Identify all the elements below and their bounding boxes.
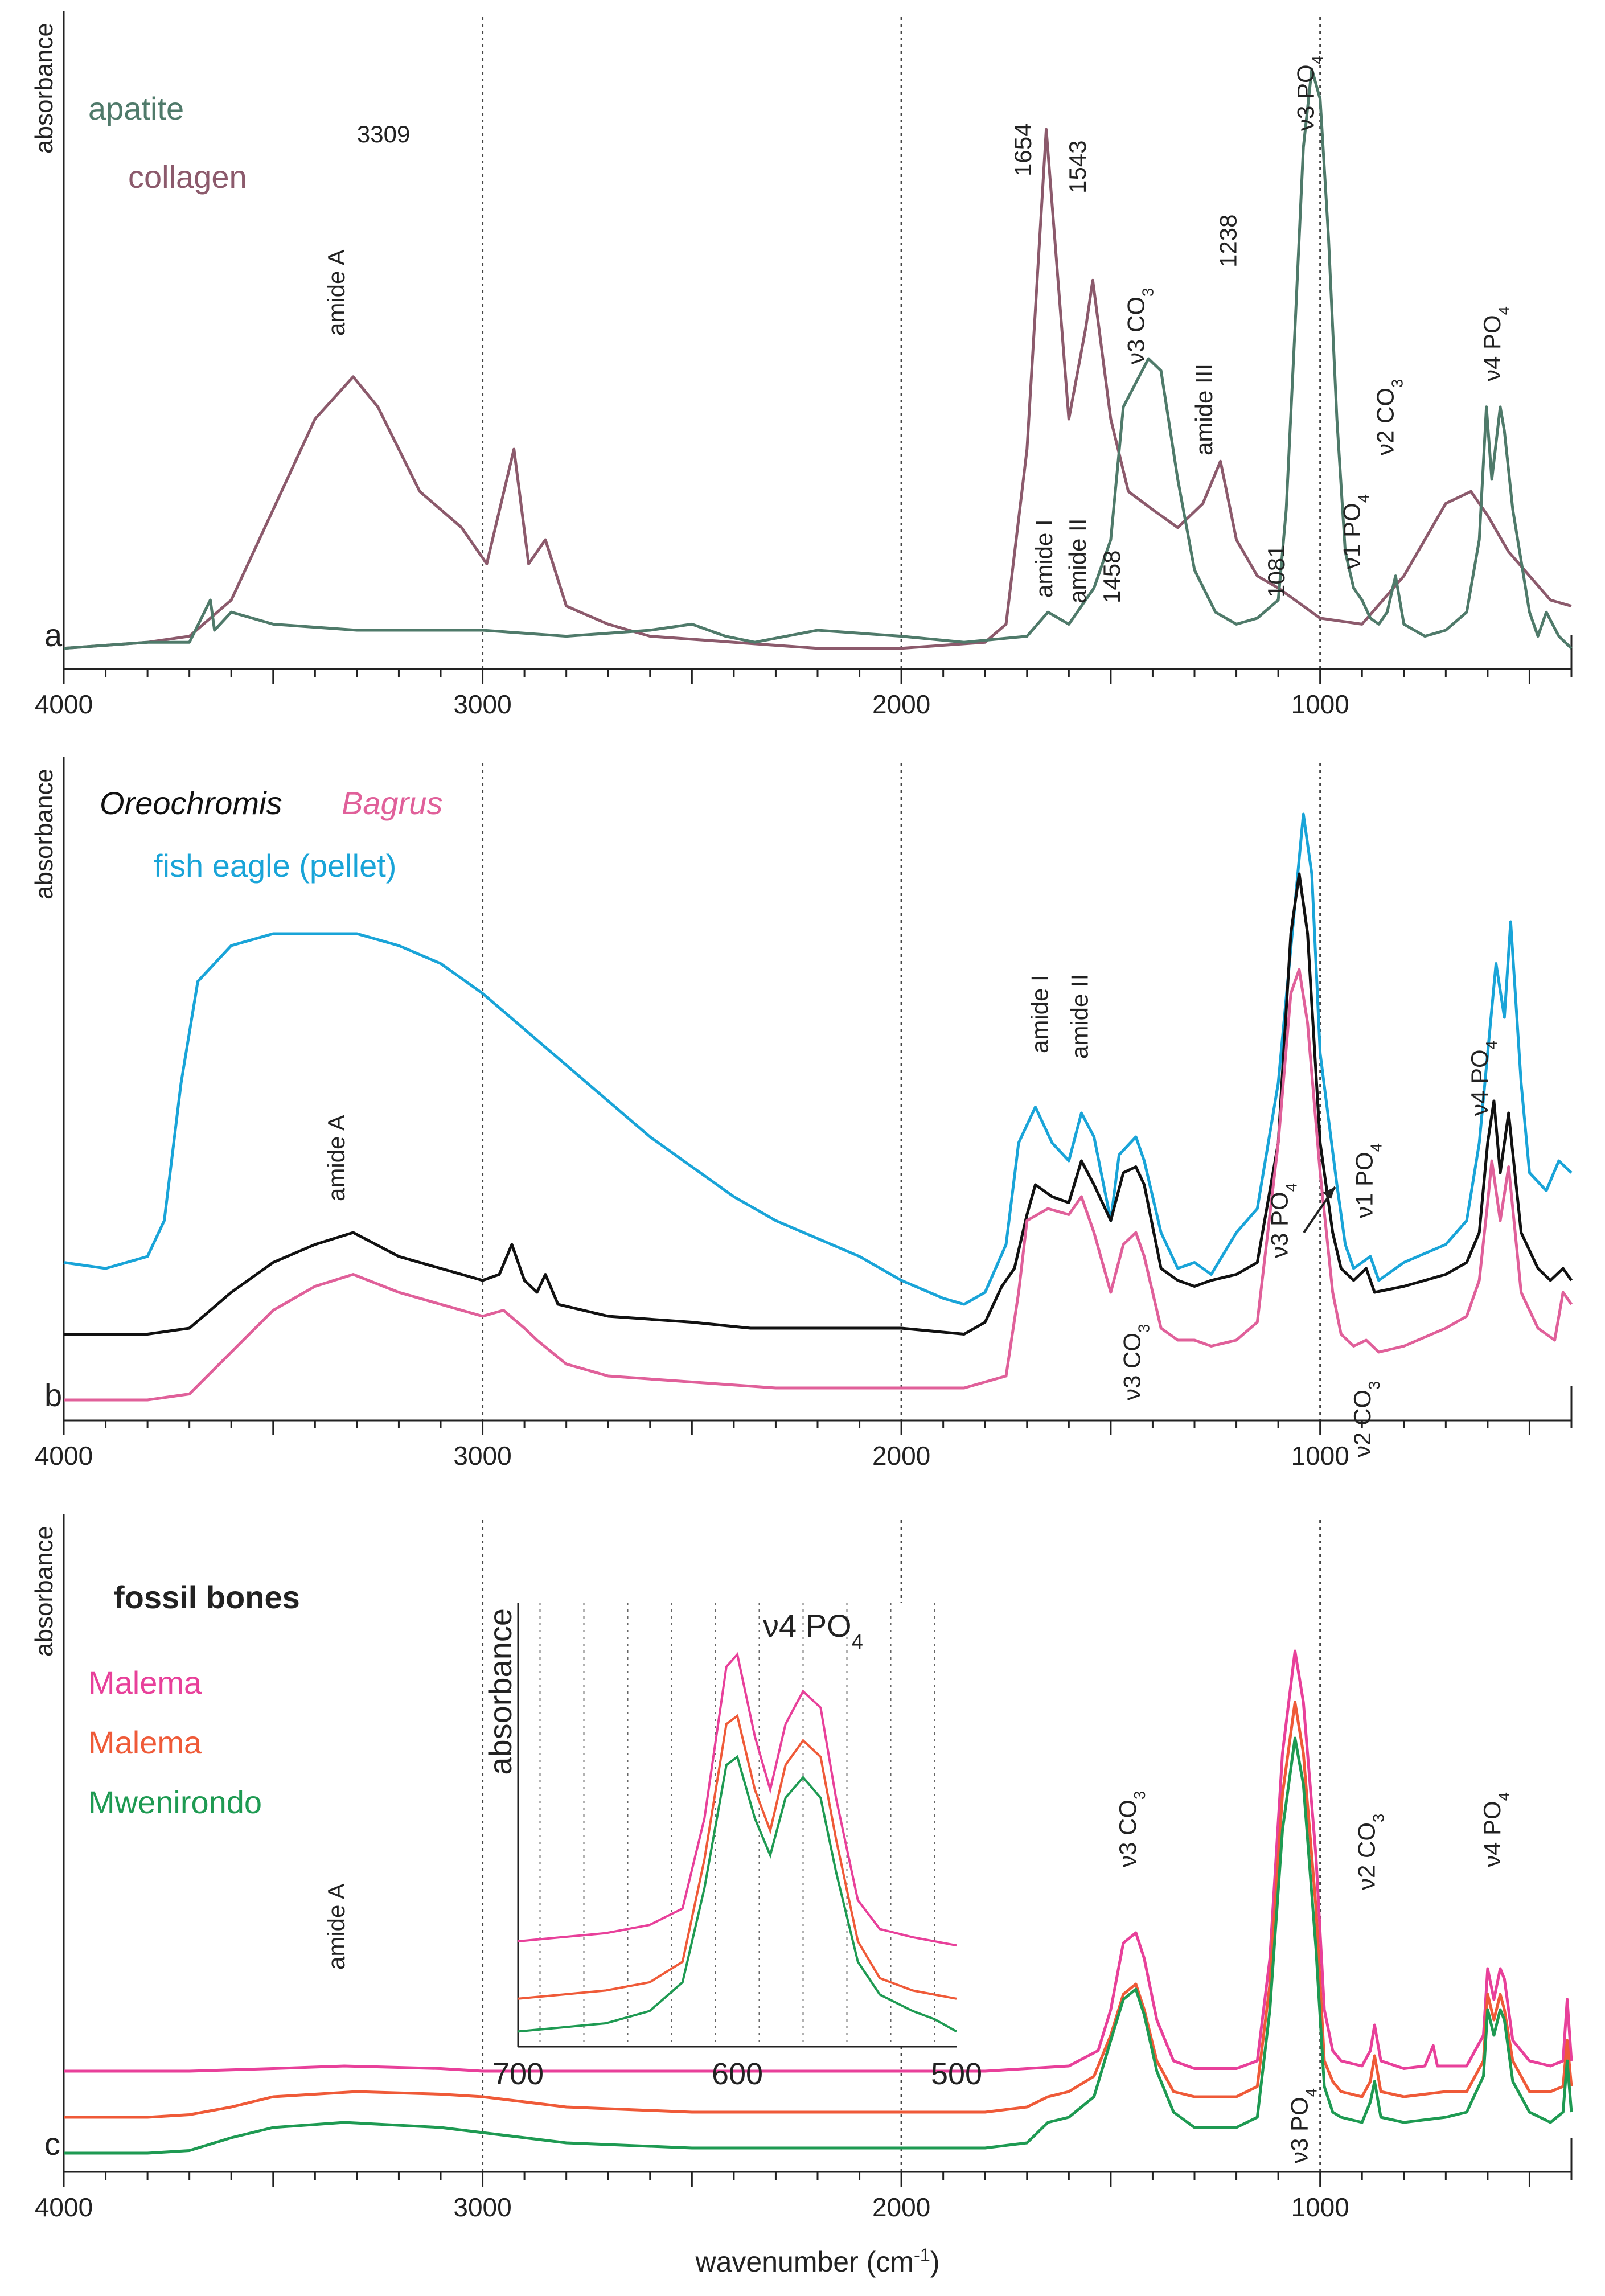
annotation-v3-po4-4: ν3 PO4 — [1266, 1183, 1300, 1258]
series-line-mwenirondo-2 — [64, 1736, 1573, 2155]
inset-y-axis-label: absorbance — [482, 1608, 518, 1775]
inset-series-line-malema-0 — [518, 1652, 957, 1947]
annotation-v3-po4-11: ν3 PO4 — [1292, 56, 1327, 131]
x-tick-label-4000: 4000 — [35, 2192, 93, 2222]
annotation-v2-co3-13: ν2 CO3 — [1372, 379, 1406, 455]
annotation-amide-a-0: amide A — [323, 1115, 350, 1201]
inset-series-line-malema-1 — [518, 1714, 957, 2000]
panels-layer: 4000 3000 2000 1000 absorbance a apatite collag… — [30, 11, 1573, 2278]
x-tick-label-1000: 1000 — [1291, 2192, 1349, 2222]
series-line-malema-0 — [64, 1649, 1573, 2073]
legend-malema-1: Malema — [88, 1724, 202, 1760]
x-tick-label-1000: 1000 — [1291, 689, 1349, 719]
x-tick-label-2000: 2000 — [872, 2192, 930, 2222]
annotation-1543-3: 1543 — [1064, 141, 1091, 194]
series-line-oreochromis-1 — [64, 872, 1573, 1336]
annotation-1081-10: 1081 — [1263, 545, 1290, 598]
annotation-v3-po4-2: ν3 PO4 — [1286, 2088, 1320, 2163]
inset-chart: 700 600 500 absorbance ν4 PO4 — [482, 1603, 982, 2091]
annotation-v4-po4-14: ν4 PO4 — [1479, 306, 1513, 381]
x-tick-label-3000: 3000 — [453, 2192, 511, 2222]
annotation-v1-po4-12: ν1 PO4 — [1339, 494, 1373, 569]
inset-layer: 700 600 500 absorbance ν4 PO4 — [482, 1603, 982, 2091]
legend-fish-eagle-pellet-2: fish eagle (pellet) — [154, 848, 396, 884]
legend-oreochromis-0: Oreochromis — [100, 785, 282, 821]
panel-b: 4000 3000 2000 1000 absorbance b Oreochromis Ba… — [30, 757, 1573, 1471]
series-line-collagen-0 — [63, 128, 1572, 650]
panel-letter-c: c — [44, 2126, 60, 2162]
panel-a: 4000 3000 2000 1000 absorbance a apatite collag… — [30, 11, 1573, 719]
legend-collagen-1: collagen — [128, 159, 247, 195]
x-axis-title: wavenumber (cm-1) — [695, 2245, 939, 2278]
panel-c: 4000 3000 2000 1000 absorbance c Malema Malema M… — [30, 1514, 1573, 2278]
inset-x-tick-label-700: 700 — [492, 2057, 544, 2091]
v1-po4-arrowhead — [1323, 1187, 1335, 1199]
annotation-v2-co3-6: ν2 CO3 — [1349, 1381, 1383, 1457]
inset-x-tick-label-600: 600 — [712, 2057, 763, 2091]
annotation-v3-co3-3: ν3 CO3 — [1118, 1324, 1152, 1400]
panel-title: fossil bones — [114, 1579, 300, 1615]
inset-title: ν4 PO4 — [763, 1608, 863, 1653]
series-line-bagrus-2 — [64, 968, 1573, 1402]
series-line-fish-eagle-pellet-0 — [63, 812, 1573, 1306]
annotation-amide-i-4: amide I — [1031, 519, 1057, 598]
annotation-v4-po4-4: ν4 PO4 — [1479, 1792, 1513, 1867]
annotation-1238-9: 1238 — [1215, 215, 1242, 268]
x-tick-label-4000: 4000 — [35, 1441, 93, 1471]
annotation-amide-a-0: amide A — [323, 1883, 350, 1970]
x-tick-label-1000: 1000 — [1291, 1441, 1349, 1471]
panel-letter-a: a — [44, 617, 63, 653]
annotation-v1-po4-5: ν1 PO4 — [1351, 1143, 1385, 1218]
annotation-amide-i-1: amide I — [1027, 975, 1053, 1053]
series-line-apatite-1 — [63, 67, 1573, 650]
x-tick-label-3000: 3000 — [453, 1441, 511, 1471]
annotation-amide-iii-8: amide III — [1191, 364, 1217, 455]
y-axis-label: absorbance — [30, 23, 58, 154]
x-tick-label-4000: 4000 — [35, 689, 93, 719]
annotation-amide-ii-5: amide II — [1064, 519, 1091, 603]
annotation-v3-co3-1: ν3 CO3 — [1114, 1791, 1148, 1867]
annotation-amide-a-0: amide A — [323, 249, 350, 336]
annotation-1654-2: 1654 — [1009, 124, 1036, 176]
x-tick-label-3000: 3000 — [453, 689, 511, 719]
annotation-v4-po4-7: ν4 PO4 — [1466, 1041, 1500, 1116]
series-line-malema-1 — [64, 1701, 1573, 2119]
inset-series-line-mwenirondo-2 — [518, 1755, 957, 2033]
x-tick-label-2000: 2000 — [872, 689, 930, 719]
legend-malema-0: Malema — [88, 1665, 202, 1701]
legend-apatite-0: apatite — [88, 91, 184, 126]
legend-bagrus-1: Bagrus — [342, 785, 442, 821]
annotation-v3-co3-7: ν3 CO3 — [1123, 288, 1157, 364]
y-axis-label: absorbance — [30, 1526, 58, 1657]
annotation-1458-6: 1458 — [1098, 551, 1125, 603]
annotation-3309-1: 3309 — [357, 121, 410, 147]
y-axis-label: absorbance — [30, 769, 58, 899]
legend-mwenirondo-2: Mwenirondo — [88, 1784, 262, 1820]
inset-x-tick-label-500: 500 — [931, 2057, 982, 2091]
annotation-v2-co3-3: ν2 CO3 — [1353, 1814, 1387, 1890]
panel-letter-b: b — [44, 1377, 62, 1413]
x-tick-label-2000: 2000 — [872, 1441, 930, 1471]
inset-background — [518, 1603, 957, 2047]
annotation-amide-ii-2: amide II — [1066, 974, 1093, 1059]
